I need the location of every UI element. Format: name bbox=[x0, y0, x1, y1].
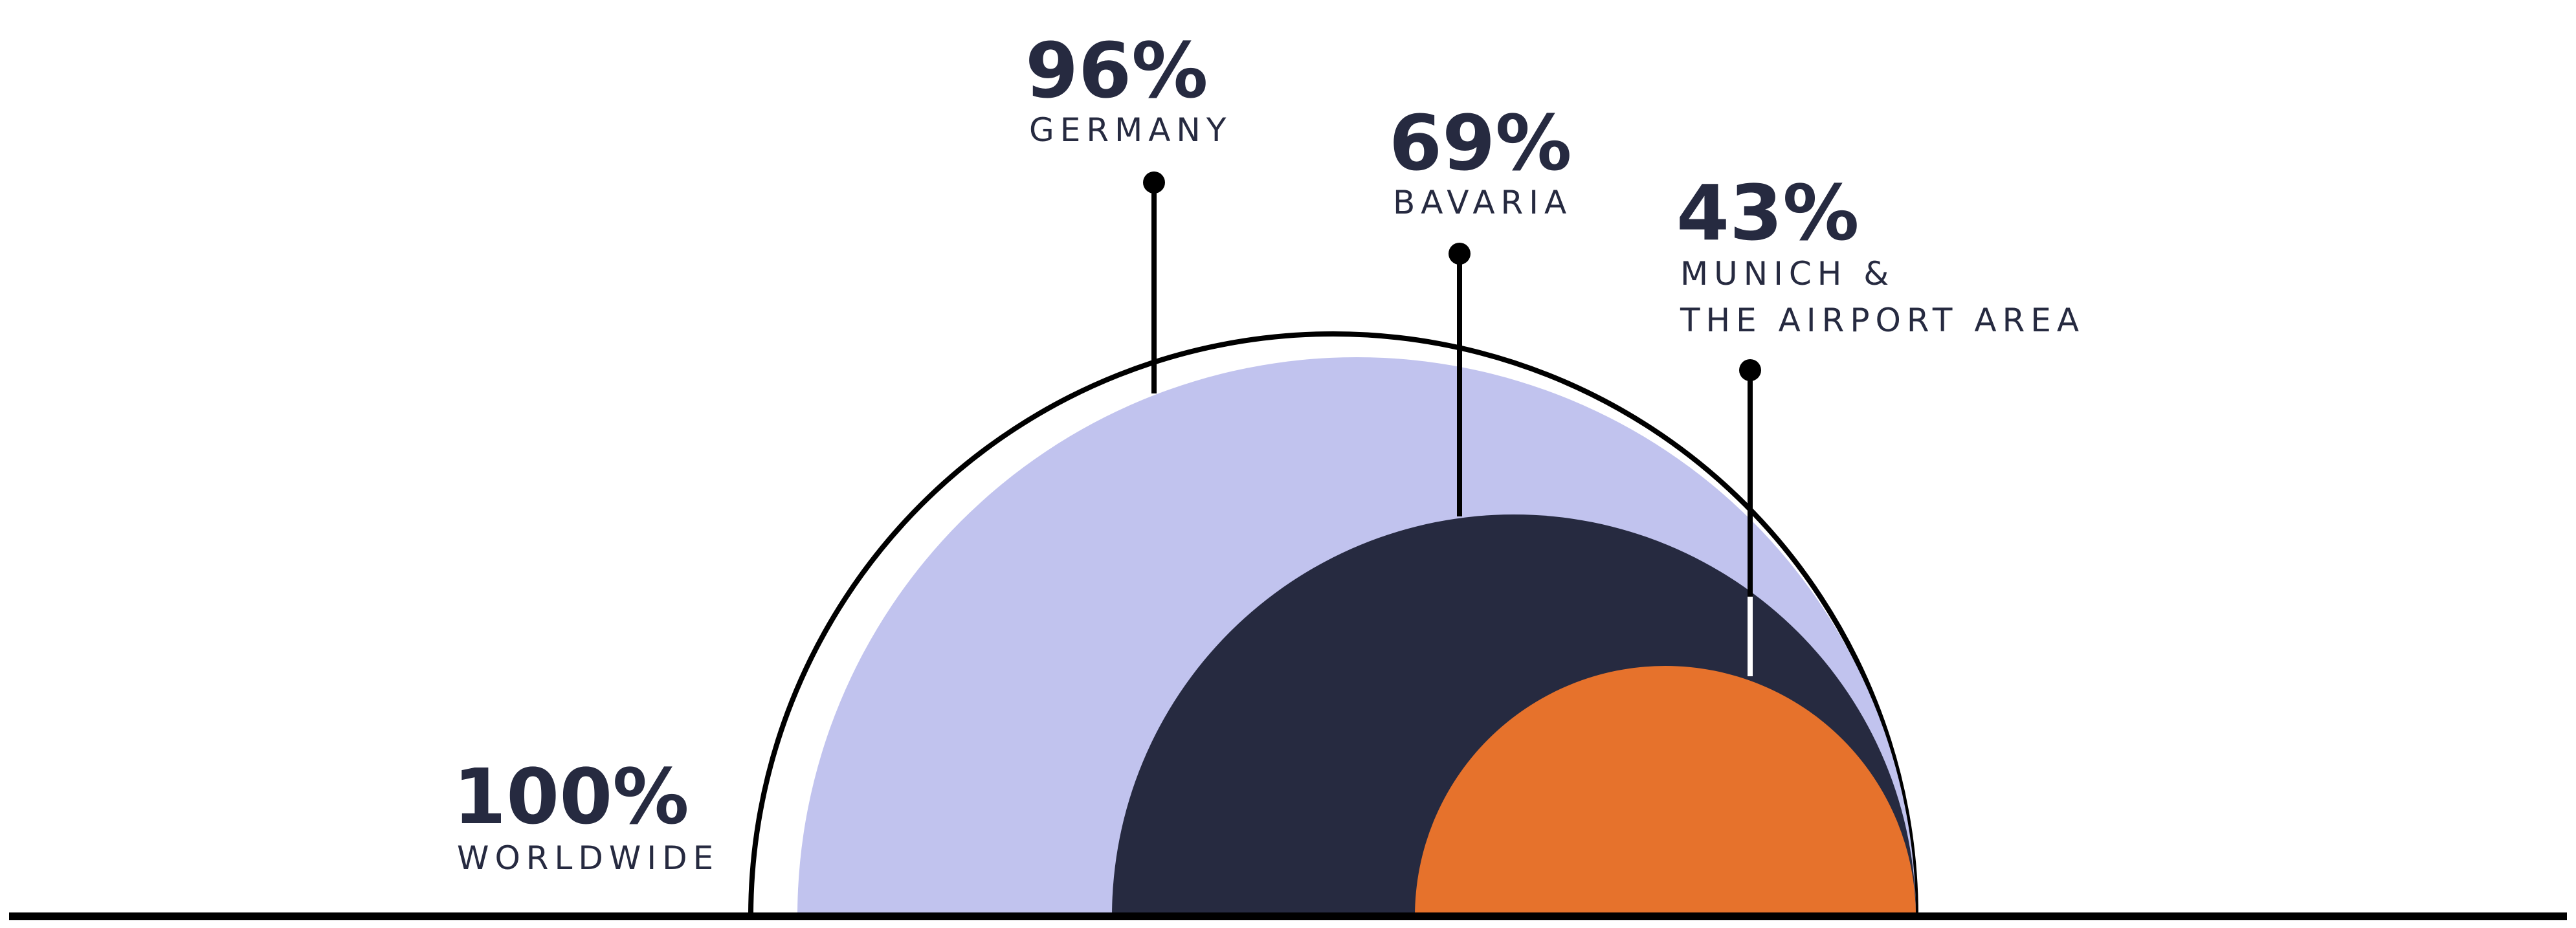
semicircle-munich-the-airport-area bbox=[1415, 666, 1916, 916]
value-label-bavaria: 69% bbox=[1389, 98, 1571, 188]
pin-dot-germany bbox=[1143, 171, 1165, 193]
category-label-bavaria: BAVARIA bbox=[1393, 184, 1572, 221]
category-label-germany: GERMANY bbox=[1029, 111, 1232, 149]
pin-dot-bavaria bbox=[1449, 243, 1471, 265]
value-label-munich-the-airport-area: 43% bbox=[1676, 168, 1859, 258]
value-label-worldwide: 100% bbox=[453, 752, 689, 841]
category-label-munich-the-airport-area-line-1: MUNICH & bbox=[1680, 255, 1894, 293]
value-label-germany: 96% bbox=[1025, 26, 1208, 115]
pin-dot-munich-the-airport-area bbox=[1739, 359, 1761, 381]
category-label-munich-the-airport-area-line-2: THE AIRPORT AREA bbox=[1680, 302, 2085, 339]
category-label-worldwide: WORLDWIDE bbox=[457, 839, 719, 877]
